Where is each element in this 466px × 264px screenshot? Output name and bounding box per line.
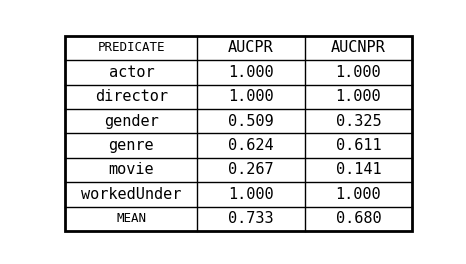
Text: AUCNPR: AUCNPR [331,40,386,55]
Text: workedUnder: workedUnder [81,187,182,202]
Text: 0.267: 0.267 [228,162,274,177]
Text: gender: gender [104,114,159,129]
Text: movie: movie [109,162,154,177]
Text: 0.141: 0.141 [336,162,381,177]
Text: 1.000: 1.000 [228,65,274,80]
Text: genre: genre [109,138,154,153]
Text: 1.000: 1.000 [336,187,381,202]
Text: 0.325: 0.325 [336,114,381,129]
Text: director: director [95,89,168,104]
Text: 0.509: 0.509 [228,114,274,129]
Text: 0.733: 0.733 [228,211,274,226]
Text: 1.000: 1.000 [228,187,274,202]
Text: 1.000: 1.000 [336,89,381,104]
Text: 1.000: 1.000 [336,65,381,80]
Text: 0.624: 0.624 [228,138,274,153]
Text: 0.611: 0.611 [336,138,381,153]
Text: actor: actor [109,65,154,80]
Text: MEAN: MEAN [116,212,146,225]
Text: PREDICATE: PREDICATE [97,41,165,54]
Text: 1.000: 1.000 [228,89,274,104]
Text: AUCPR: AUCPR [228,40,274,55]
Text: 0.680: 0.680 [336,211,381,226]
